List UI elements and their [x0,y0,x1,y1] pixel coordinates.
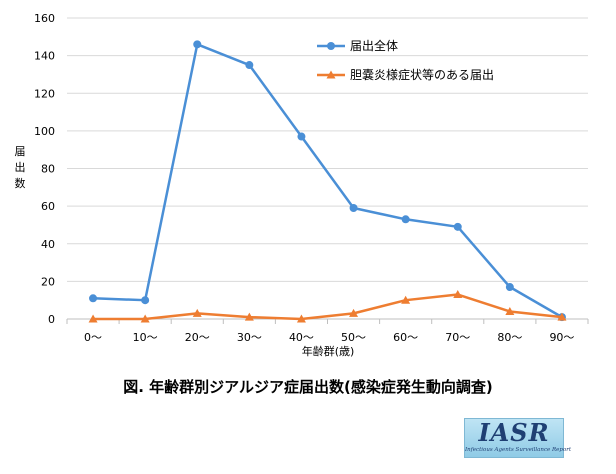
y-tick-label: 100 [34,125,55,138]
logo-main-text: IASR [478,418,550,447]
data-point [453,290,463,299]
series-line [93,43,563,319]
x-tick-label: 60～ [393,331,418,344]
y-tick-label: 20 [41,275,55,288]
x-tick-label: 0～ [84,331,102,344]
x-tick-label: 20～ [185,331,210,344]
data-point [401,215,410,224]
y-tick-label: 60 [41,200,55,213]
chart: 0 20 40 60 80 100 120 140 160 0～ 10～ 20～ 30～ 40～ 50～ 6… [15,12,589,358]
x-tick-label: 50～ [341,331,366,344]
data-point [297,132,306,141]
series [88,40,567,323]
y-tick-label: 160 [34,12,55,25]
y-tick-label: 0 [48,313,55,326]
data-point [140,314,150,323]
x-tick-label: 30～ [237,331,262,344]
data-point [192,308,202,317]
legend-item-1: 届出全体 [317,38,398,53]
grid-lines [67,17,588,282]
x-tick-label: 70～ [445,331,470,344]
data-point [557,312,567,321]
figure-caption: 図. 年齢群別ジアルジア症届出数(感染症発生動向調査) [123,378,493,396]
data-point [245,61,254,70]
x-tick-labels: 0～ 10～ 20～ 30～ 40～ 50～ 60～ 70～ 80～ 90～ [84,331,574,344]
x-tick-label: 10～ [133,331,158,344]
legend-swatch-marker [326,70,336,79]
data-point [141,296,150,305]
x-axis-label: 年齢群(歳) [302,344,355,358]
data-point [88,314,98,323]
data-point [89,294,98,303]
x-tick-label: 40～ [289,331,314,344]
series-2 [88,290,567,323]
legend-item-2: 胆嚢炎様症状等のある届出 [317,67,494,82]
iasr-logo: IASR Infectious Agents Surveillance Repo… [464,418,572,458]
series-1 [89,40,566,322]
data-point [193,40,202,49]
data-point [505,283,514,292]
data-point [296,314,306,323]
y-tick-label: 80 [41,163,55,176]
data-point [349,308,359,317]
y-tick-label: 40 [41,238,55,251]
x-tick-label: 80～ [497,331,522,344]
data-point [453,222,462,231]
y-tick-label: 120 [34,87,55,100]
data-point [401,295,411,304]
logo-sub-text: Infectious Agents Surveillance Report [465,447,572,453]
x-tick-label: 90～ [549,331,574,344]
y-tick-label: 140 [34,50,55,63]
legend-label: 届出全体 [350,38,398,53]
data-point [244,312,254,321]
y-axis-label-text: 届出数 [15,145,26,190]
data-point [505,306,515,315]
legend-label: 胆嚢炎様症状等のある届出 [350,67,494,82]
data-point [349,204,358,213]
series-line [93,293,563,321]
y-tick-labels: 0 20 40 60 80 100 120 140 160 [34,12,55,326]
legend-swatch-marker [327,42,335,50]
y-axis-label: 届出数 [15,145,26,190]
